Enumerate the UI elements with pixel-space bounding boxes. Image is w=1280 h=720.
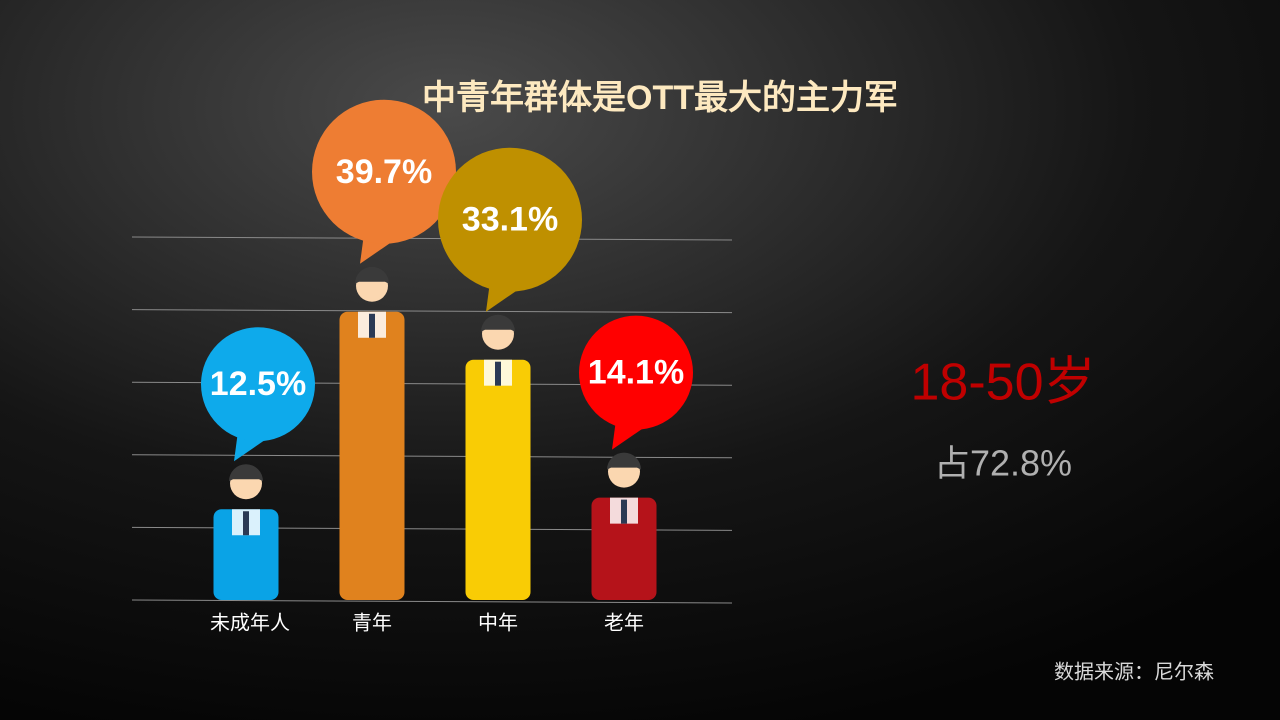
x-tick-label: 中年 [478, 611, 518, 634]
person-tie [495, 361, 501, 386]
person-hair [355, 266, 389, 284]
highlight-share: 占72.8% [934, 443, 1072, 484]
x-tick-label: 老年 [604, 611, 644, 634]
value-label: 12.5% [210, 365, 306, 403]
person-hair [481, 314, 515, 332]
value-label: 39.7% [336, 153, 432, 191]
person-hair [607, 452, 641, 470]
bar [213, 509, 279, 600]
bar [591, 497, 657, 600]
highlight-range: 18-50岁 [911, 354, 1096, 412]
bubble [201, 327, 315, 442]
x-tick-label: 未成年人 [210, 611, 290, 634]
value-label: 14.1% [588, 354, 684, 392]
grid-line [131, 236, 733, 241]
bar [465, 359, 531, 600]
bar [339, 311, 405, 600]
person-tie [369, 313, 375, 338]
person-hair [229, 464, 263, 482]
value-label: 33.1% [462, 201, 558, 239]
person-tie [621, 499, 627, 524]
bubble [579, 315, 693, 430]
person-tie [243, 511, 249, 536]
x-tick-label: 青年 [352, 611, 392, 634]
bubble [312, 99, 456, 244]
grid-line [131, 309, 733, 314]
source: 数据来源：尼尔森 [1054, 660, 1214, 683]
grid-line [131, 599, 733, 604]
bubble [438, 147, 582, 292]
chart-title: 中青年群体是OTT最大的主力军 [422, 79, 898, 117]
